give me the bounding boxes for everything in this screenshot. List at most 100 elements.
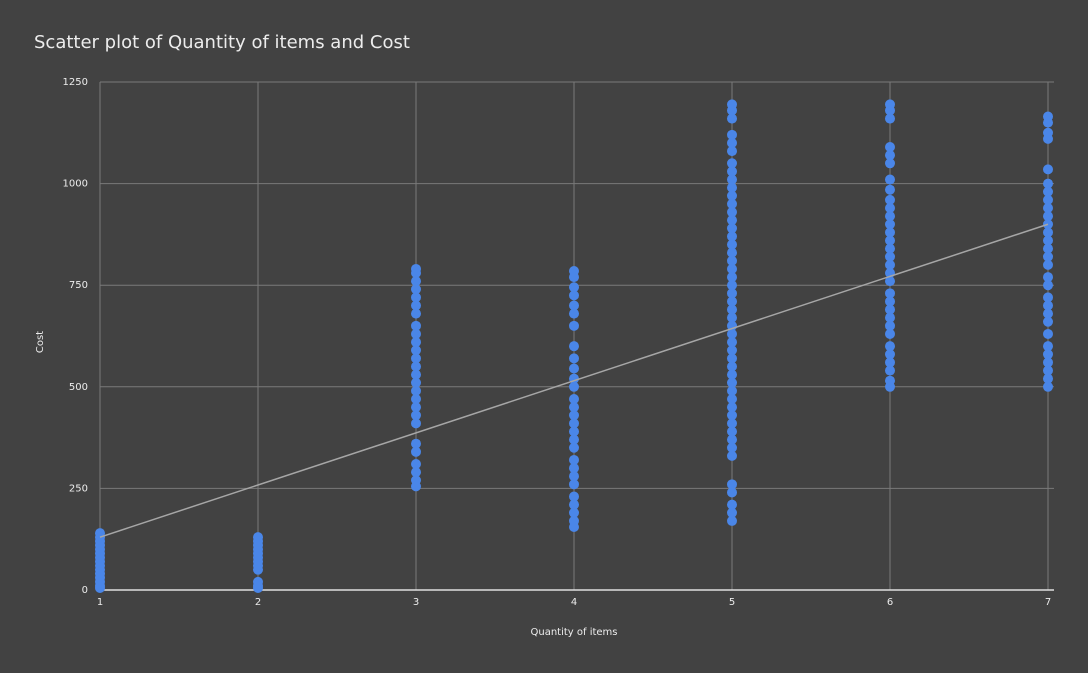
point (569, 308, 579, 319)
point (411, 328, 421, 339)
y-tick-label: 500 (69, 382, 88, 393)
point (727, 434, 737, 445)
point (727, 353, 737, 364)
point (885, 304, 895, 315)
point (727, 345, 737, 356)
point (727, 272, 737, 283)
point (727, 280, 737, 291)
point (727, 137, 737, 148)
point (569, 479, 579, 490)
point (727, 105, 737, 116)
point (1043, 316, 1053, 327)
point (727, 450, 737, 461)
point (885, 243, 895, 254)
point (885, 142, 895, 153)
point (885, 381, 895, 392)
point (411, 418, 421, 429)
point (569, 393, 579, 404)
point (885, 113, 895, 124)
point (885, 202, 895, 213)
point (1043, 251, 1053, 262)
x-axis-label: Quantity of items (530, 627, 617, 638)
y-tick-label: 250 (69, 483, 88, 494)
y-tick-label: 1000 (63, 179, 88, 190)
point (411, 393, 421, 404)
point (569, 282, 579, 293)
chart-title: Scatter plot of Quantity of items and Co… (34, 32, 410, 53)
point (411, 402, 421, 413)
point (1043, 117, 1053, 128)
point (727, 402, 737, 413)
point (885, 357, 895, 368)
point (411, 353, 421, 364)
point (1043, 235, 1053, 246)
point (253, 582, 263, 593)
point (1043, 243, 1053, 254)
point (885, 150, 895, 161)
point (727, 304, 737, 315)
point (727, 507, 737, 518)
point (1043, 272, 1053, 283)
point (1043, 133, 1053, 144)
point (411, 467, 421, 478)
point (727, 410, 737, 421)
point (1043, 227, 1053, 238)
point (411, 410, 421, 421)
point (411, 438, 421, 449)
point (727, 247, 737, 258)
point (1043, 328, 1053, 339)
point (727, 442, 737, 453)
point (727, 215, 737, 226)
point (885, 211, 895, 222)
point (727, 418, 737, 429)
point (569, 300, 579, 311)
point (885, 259, 895, 270)
point (569, 353, 579, 364)
point (727, 337, 737, 348)
point (569, 463, 579, 474)
point (1043, 292, 1053, 303)
point (727, 255, 737, 266)
point (569, 410, 579, 421)
point (727, 174, 737, 185)
y-tick-label: 750 (69, 280, 88, 291)
point (885, 227, 895, 238)
point (727, 479, 737, 490)
point (411, 320, 421, 331)
point (1043, 259, 1053, 270)
point (885, 328, 895, 339)
point (727, 182, 737, 193)
x-tick-label: 4 (571, 597, 577, 608)
x-tick-label: 1 (97, 597, 103, 608)
point (1043, 357, 1053, 368)
point (1043, 280, 1053, 291)
x-tick-label: 3 (413, 597, 419, 608)
point (727, 113, 737, 124)
point (411, 385, 421, 396)
point (569, 442, 579, 453)
point (727, 223, 737, 234)
point (569, 341, 579, 352)
point (727, 166, 737, 177)
point (411, 369, 421, 380)
point (885, 312, 895, 323)
point (569, 402, 579, 413)
point (1043, 211, 1053, 222)
point (411, 308, 421, 319)
point (727, 393, 737, 404)
point (727, 198, 737, 209)
point (1043, 194, 1053, 205)
point (1043, 365, 1053, 376)
point (727, 515, 737, 526)
point (885, 341, 895, 352)
point (727, 190, 737, 201)
point (569, 290, 579, 301)
point (885, 296, 895, 307)
point (727, 385, 737, 396)
point (727, 369, 737, 380)
point (1043, 341, 1053, 352)
point (411, 276, 421, 287)
point (885, 365, 895, 376)
x-tick-label: 5 (729, 597, 735, 608)
